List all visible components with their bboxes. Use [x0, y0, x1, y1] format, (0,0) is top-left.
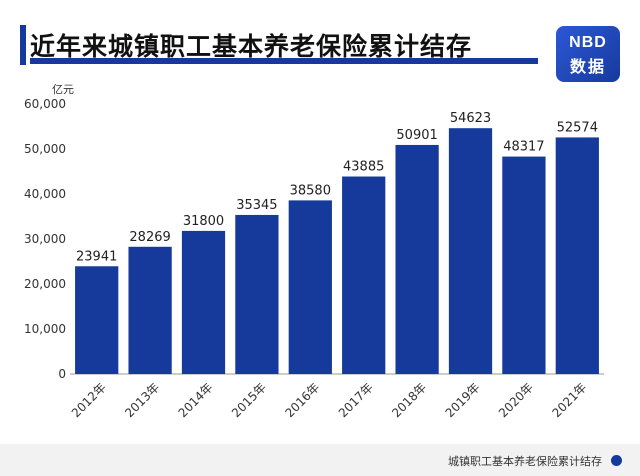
- title-bar: 近年来城镇职工基本养老保险累计结存: [0, 20, 600, 70]
- bars: [75, 128, 599, 374]
- bar-value-label: 48317: [503, 140, 544, 155]
- x-tick-label: 2017年: [336, 380, 376, 420]
- footer: 城镇职工基本养老保险累计结存: [0, 444, 640, 476]
- x-tick-label: 2020年: [496, 380, 536, 420]
- y-tick-label: 60,000: [24, 97, 66, 111]
- bar: [235, 214, 279, 374]
- x-axis-ticks: 2012年 2013年 2014年 2015年 2016年 2017年 2018年 2019年…: [69, 380, 590, 420]
- bar-value-label: 35345: [236, 198, 277, 213]
- footer-dot-icon: [611, 455, 622, 466]
- logo-line1: NBD: [569, 34, 607, 51]
- logo-line2: 数据: [569, 59, 606, 76]
- x-tick-label: 2014年: [176, 380, 216, 420]
- footer-caption: 城镇职工基本养老保险累计结存: [448, 455, 602, 468]
- title-underline: [30, 58, 538, 64]
- y-axis-ticks: 0 10,000 20,000 30,000 40,000 50,000 60,000: [24, 97, 66, 381]
- y-tick-label: 10,000: [24, 322, 66, 336]
- x-tick-label: 2015年: [229, 380, 269, 420]
- bar-value-label: 28269: [129, 230, 170, 245]
- bar: [395, 144, 439, 374]
- y-axis-label: 亿元: [52, 83, 74, 96]
- bar: [342, 176, 386, 374]
- bar: [502, 156, 546, 374]
- bar: [555, 137, 599, 374]
- x-tick-label: 2012年: [69, 380, 109, 420]
- bar-value-label: 31800: [183, 214, 224, 229]
- y-tick-label: 20,000: [24, 277, 66, 291]
- chart-title: 近年来城镇职工基本养老保险累计结存: [30, 32, 473, 61]
- bar-value-label: 43885: [343, 160, 384, 175]
- nbd-logo: NBD 数据: [556, 26, 620, 82]
- y-tick-label: 50,000: [24, 142, 66, 156]
- x-tick-label: 2013年: [122, 380, 162, 420]
- y-tick-label: 40,000: [24, 187, 66, 201]
- bar-chart: 亿元 0 10,000 20,000 30,000 40,000 50,000 60,000…: [24, 83, 604, 420]
- bar-value-label: 23941: [76, 249, 117, 264]
- bar-value-label: 38580: [290, 183, 331, 198]
- bar: [75, 266, 119, 374]
- bar: [288, 200, 332, 374]
- bar-value-label: 54623: [450, 111, 491, 126]
- bar: [181, 230, 226, 374]
- x-tick-label: 2018年: [389, 380, 429, 420]
- title-accent-bar: [20, 25, 26, 65]
- bar-value-label: 50901: [396, 128, 437, 143]
- bar: [448, 128, 493, 374]
- x-tick-label: 2019年: [443, 380, 483, 420]
- bar-labels: 23941 28269 31800 35345 38580 43885 50901 54623…: [76, 111, 598, 264]
- x-tick-label: 2021年: [549, 380, 589, 420]
- x-tick-label: 2016年: [282, 380, 322, 420]
- bar: [128, 246, 172, 374]
- y-tick-label: 0: [58, 367, 66, 381]
- y-tick-label: 30,000: [24, 232, 66, 246]
- bar-value-label: 52574: [557, 120, 598, 135]
